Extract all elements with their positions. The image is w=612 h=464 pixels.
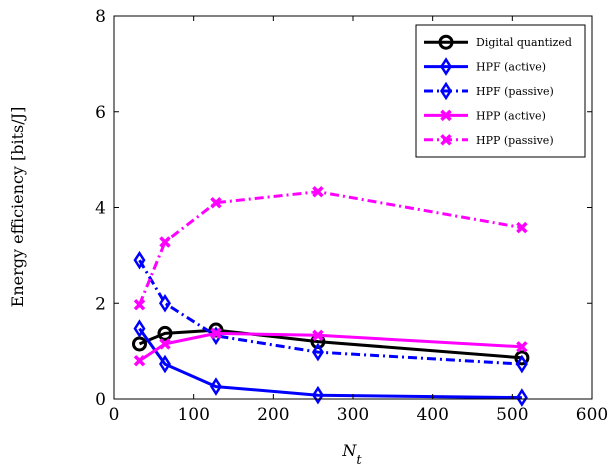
- series-1-point-3: [311, 385, 324, 405]
- x-tick-label-4: 400: [416, 405, 448, 425]
- series-4-point-2-stroke-b: [210, 196, 222, 209]
- x-tick-label-2: 200: [257, 405, 289, 425]
- series-3-point-3-stroke-b: [312, 329, 324, 342]
- legend-label-2: HPF (passive): [476, 85, 554, 98]
- legend-entry-1: HPF (active): [424, 57, 546, 76]
- series-4-point-0: [133, 298, 146, 311]
- x-tick-label-3: 300: [337, 405, 369, 425]
- legend-label-0: Digital quantized: [476, 36, 572, 49]
- x-tick-label-1: 100: [177, 405, 209, 425]
- series-1-line: [138, 327, 522, 400]
- series-2-point-3: [311, 342, 324, 362]
- legend-label-3: HPP (active): [476, 109, 546, 122]
- y-tick-label-4: 8: [95, 7, 106, 27]
- series-4-point-0-stroke-b: [133, 298, 146, 311]
- legend-entry-2: HPF (passive): [424, 81, 554, 101]
- y-tick-label-2: 4: [95, 199, 106, 219]
- series-3-point-1-stroke-b: [159, 338, 171, 350]
- legend-marker-0: [438, 34, 454, 50]
- legend-label-1: HPF (active): [476, 61, 546, 74]
- series-4-line: [138, 190, 523, 306]
- y-tick-label-3: 6: [95, 103, 106, 123]
- legend-marker-4-stroke-b: [440, 134, 452, 146]
- x-axis-label: Nt: [341, 441, 362, 464]
- x-axis-label-subscript: t: [356, 453, 362, 464]
- series-1-point-4: [515, 388, 528, 407]
- legend-marker-3-stroke-b: [440, 109, 452, 122]
- x-tick-label-0: 0: [109, 405, 120, 425]
- series-3-point-4-stroke-b: [516, 341, 528, 353]
- series-4-point-3: [312, 185, 324, 198]
- series-3-point-1: [159, 338, 171, 350]
- series-4: [133, 185, 528, 311]
- series-3-point-2-stroke-b: [210, 327, 222, 340]
- x-tick-label-5: 500: [496, 405, 528, 425]
- series-1-point-2: [209, 377, 222, 396]
- series-4-point-4: [516, 221, 528, 234]
- series-4-point-1-stroke-b: [159, 236, 171, 248]
- series-layer: [131, 185, 530, 407]
- legend: Digital quantized HPF (active) HPF (passiv…: [415, 24, 586, 158]
- series-3-point-0-stroke-b: [133, 354, 146, 367]
- series-1-point-0: [133, 319, 146, 338]
- legend-marker-2: [440, 81, 452, 101]
- series-0-point-1: [157, 325, 173, 341]
- legend-entry-3: HPP (active): [424, 109, 546, 122]
- y-tick-label-1: 2: [95, 294, 106, 314]
- legend-marker-4: [440, 134, 452, 146]
- series-2-line: [138, 259, 522, 366]
- series-0-point-0: [131, 336, 147, 352]
- series-4-point-1: [159, 236, 171, 248]
- series-4-point-4-stroke-b: [516, 221, 528, 234]
- x-axis-label-base: N: [341, 441, 357, 460]
- series-3-line: [138, 331, 522, 362]
- legend-entry-0: Digital quantized: [424, 34, 572, 50]
- y-tick-label-0: 0: [95, 390, 106, 410]
- x-tick-label-6: 600: [576, 405, 608, 425]
- series-2-point-0: [133, 250, 146, 270]
- legend-marker-3: [440, 109, 452, 122]
- series-4-point-3-stroke-b: [312, 185, 324, 198]
- series-3-point-2: [210, 327, 222, 340]
- series-2-point-4: [515, 354, 528, 374]
- series-1: [133, 319, 528, 407]
- legend-entry-4: HPP (passive): [424, 134, 554, 147]
- series-1-point-1: [159, 354, 171, 374]
- ticks-layer: 0 100 200 300 400 500 600 0 2 4 6 8: [95, 7, 608, 425]
- y-axis-label: Energy efficiency [bits/J]: [8, 107, 27, 308]
- series-0-point-2: [208, 322, 224, 338]
- series-3: [133, 327, 528, 367]
- legend-marker-1: [440, 57, 452, 76]
- series-2-point-1: [159, 293, 171, 313]
- legend-label-4: HPP (passive): [476, 134, 554, 147]
- series-3-point-3: [312, 329, 324, 342]
- series-3-point-0: [133, 354, 146, 367]
- series-2: [133, 250, 528, 374]
- series-3-point-4: [516, 341, 528, 353]
- series-4-point-2: [210, 196, 222, 209]
